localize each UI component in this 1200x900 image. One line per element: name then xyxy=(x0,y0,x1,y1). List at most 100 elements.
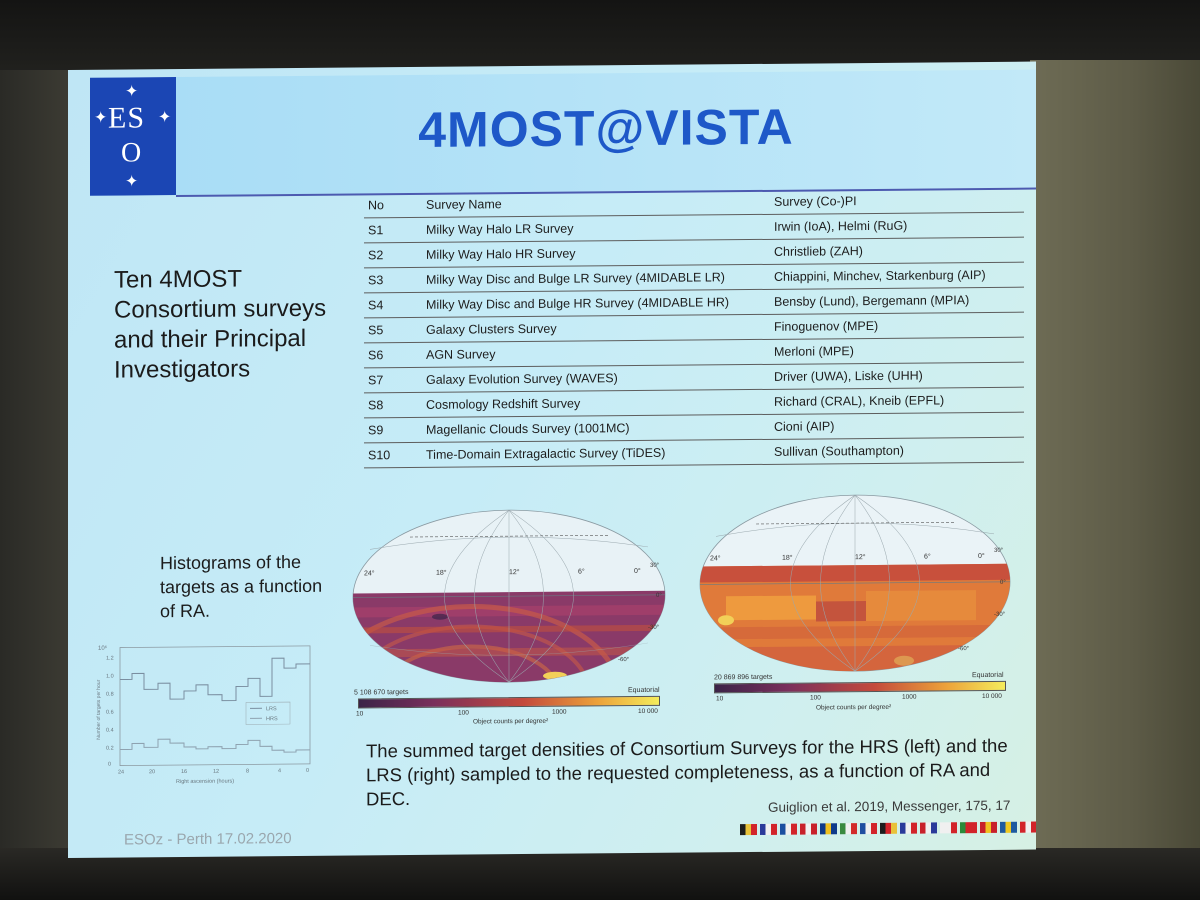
survey-number: S7 xyxy=(368,373,384,388)
sky-map-lrs: 24° 18° 12° 6° 0° 30° 0° -30° -60° xyxy=(699,494,1011,673)
flag-icon xyxy=(820,823,837,835)
projected-slide: ✦ ✦ ✦ ✦ ES O 4MOST@VISTA Ten 4MOST Conso… xyxy=(68,61,1036,859)
survey-number: S5 xyxy=(368,323,384,338)
histogram-xtick: 8 xyxy=(246,768,249,774)
ra-label: 0° xyxy=(634,567,641,575)
histogram-ytick: 1.2 xyxy=(106,656,114,662)
ra-histogram: 10⁶ 0 0.2 0.4 0.6 0.8 1.0 1.2 24 20 16 1… xyxy=(96,645,311,785)
histogram-ylabel: Number of targets per hour xyxy=(96,679,102,739)
survey-name: Galaxy Evolution Survey (WAVES) xyxy=(426,371,618,387)
survey-number: S6 xyxy=(368,348,384,363)
left-heading: Ten 4MOST Consortium surveys and their P… xyxy=(114,265,327,384)
dec-label: -30° xyxy=(994,612,1006,618)
ra-label: 12° xyxy=(855,553,866,561)
flag-icon xyxy=(840,823,857,835)
flag-icon xyxy=(940,822,957,834)
flag-icon xyxy=(960,822,977,834)
survey-number: S8 xyxy=(368,398,384,413)
citation: Guiglion et al. 2019, Messenger, 175, 17 xyxy=(768,797,1011,815)
ra-label: 24° xyxy=(364,569,375,577)
survey-name: Magellanic Clouds Survey (1001MC) xyxy=(426,421,630,437)
ra-label: 18° xyxy=(782,554,793,562)
histogram-xtick: 16 xyxy=(181,769,187,775)
sky-map-frame: Equatorial xyxy=(972,671,1004,680)
survey-table: No Survey Name Survey (Co-)PI S1 Milky W… xyxy=(364,189,1024,469)
flag-icon xyxy=(860,822,877,835)
survey-name: Cosmology Redshift Survey xyxy=(426,396,581,412)
survey-name: AGN Survey xyxy=(426,347,496,362)
flag-icon xyxy=(760,823,777,835)
flag-icon xyxy=(900,822,917,834)
histogram-xtick: 4 xyxy=(278,768,281,774)
star-icon: ✦ xyxy=(158,109,172,127)
survey-number: S9 xyxy=(368,423,384,438)
title-bar: 4MOST@VISTA xyxy=(176,69,1036,196)
survey-number: S2 xyxy=(368,248,384,263)
histogram-xtick: 12 xyxy=(213,769,219,775)
sky-map-target-count: 20 869 896 targets xyxy=(714,673,773,682)
dec-label: 0° xyxy=(1000,580,1006,586)
survey-name: Milky Way Disc and Bulge HR Survey (4MID… xyxy=(426,295,730,312)
histogram-xtick: 20 xyxy=(149,769,155,775)
ra-label: 0° xyxy=(978,552,985,560)
histogram-legend-entry: HRS xyxy=(266,716,278,722)
ra-label: 6° xyxy=(578,567,585,575)
colorbar-tick: 10 000 xyxy=(638,707,658,716)
sky-map-hrs: 24° 18° 12° 6° 0° 30° 0° -30° -60° xyxy=(352,509,666,684)
histogram-xtick: 24 xyxy=(118,770,124,776)
histogram-ytick: 0.6 xyxy=(106,710,114,716)
star-icon: ✦ xyxy=(125,83,139,101)
flag-icon xyxy=(740,823,757,836)
survey-name: Milky Way Disc and Bulge LR Survey (4MID… xyxy=(426,270,725,287)
flag-icon xyxy=(980,821,997,834)
member-state-flags xyxy=(740,821,1036,836)
histogram-caption: Histograms of the targets as a function … xyxy=(160,551,323,622)
ra-label: 24° xyxy=(710,554,721,562)
dec-label: -60° xyxy=(958,646,970,652)
table-header-pi: Survey (Co-)PI xyxy=(774,194,857,209)
flag-icon xyxy=(880,822,897,834)
colorbar-tick: 1000 xyxy=(552,708,567,716)
star-icon: ✦ xyxy=(94,109,108,127)
histogram-ytick: 0 xyxy=(108,762,111,768)
logo-text-bottom: O xyxy=(121,137,142,169)
ra-label: 6° xyxy=(924,552,931,560)
colorbar-lrs xyxy=(714,680,1006,694)
survey-number: S10 xyxy=(368,448,391,463)
flag-icon xyxy=(800,823,817,835)
slide-title: 4MOST@VISTA xyxy=(418,98,794,158)
colorbar-tick: 10 000 xyxy=(982,692,1002,701)
histogram-ytick: 0.2 xyxy=(106,746,114,752)
dec-label: 30° xyxy=(650,563,660,569)
colorbar-tick: 10 xyxy=(716,695,724,703)
survey-pi: Merloni (MPE) xyxy=(774,344,854,359)
survey-pi: Bensby (Lund), Bergemann (MPIA) xyxy=(774,293,970,309)
survey-number: S3 xyxy=(368,273,384,288)
flag-icon xyxy=(1000,821,1017,833)
survey-name: Milky Way Halo LR Survey xyxy=(426,221,574,237)
survey-name: Time-Domain Extragalactic Survey (TiDES) xyxy=(426,445,666,462)
ra-label: 18° xyxy=(436,569,447,577)
room-right-wall xyxy=(1030,60,1200,860)
survey-number: S1 xyxy=(368,223,384,238)
histogram-exponent: 10⁶ xyxy=(98,645,108,652)
histogram-legend-entry: LRS xyxy=(266,706,277,712)
colorbar-tick: 1000 xyxy=(902,693,917,701)
table-header-no: No xyxy=(368,198,384,213)
sky-map-target-count: 5 108 670 targets xyxy=(354,689,409,697)
histogram-ytick: 0.8 xyxy=(106,692,114,698)
dec-label: -60° xyxy=(618,657,630,663)
table-row: S10 Time-Domain Extragalactic Survey (Ti… xyxy=(364,437,1024,469)
table-header-name: Survey Name xyxy=(426,197,502,212)
flag-icon xyxy=(1020,821,1036,833)
survey-pi: Finoguenov (MPE) xyxy=(774,318,879,334)
eso-logo: ✦ ✦ ✦ ✦ ES O xyxy=(90,77,176,196)
dec-label: 0° xyxy=(656,593,662,599)
histogram-ytick: 1.0 xyxy=(106,674,114,680)
survey-pi: Cioni (AIP) xyxy=(774,419,835,434)
survey-pi: Richard (CRAL), Kneib (EPFL) xyxy=(774,393,945,409)
room-left-wall xyxy=(0,70,70,870)
survey-pi: Chiappini, Minchev, Starkenburg (AIP) xyxy=(774,267,986,284)
flag-icon xyxy=(780,823,797,835)
star-icon: ✦ xyxy=(125,173,139,191)
